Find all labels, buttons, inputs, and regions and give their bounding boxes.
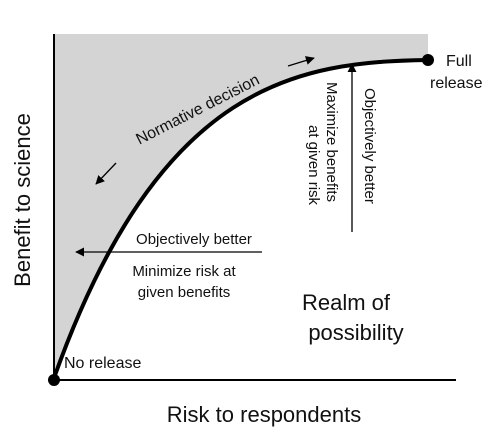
objectively-better-vertical-label: Objectively better	[361, 88, 378, 204]
origin-point	[48, 374, 60, 386]
shaded-infeasible-region	[54, 34, 428, 378]
y-axis-label: Benefit to science	[10, 113, 35, 287]
normative-arrow-down	[95, 162, 117, 185]
minimize-risk-label-line2: given benefits	[138, 284, 231, 301]
maximize-benefits-label-line2: at given risk	[305, 125, 322, 206]
realm-label-line2: possibility	[308, 320, 403, 345]
normative-arrow-up	[287, 56, 315, 67]
minimize-risk-label-line1: Minimize risk at	[132, 263, 236, 280]
full-release-point	[422, 54, 434, 66]
maximize-benefits-label-line1: Maximize benefits	[323, 82, 340, 202]
no-release-label: No release	[64, 355, 141, 372]
realm-label-line1: Realm of	[302, 290, 391, 315]
objectively-better-left-label: Objectively better	[136, 231, 252, 248]
frontier-curve	[52, 58, 429, 379]
full-release-label-line2: release	[430, 75, 483, 92]
x-axis-label: Risk to respondents	[167, 402, 361, 427]
full-release-label-line1: Full	[446, 53, 472, 70]
